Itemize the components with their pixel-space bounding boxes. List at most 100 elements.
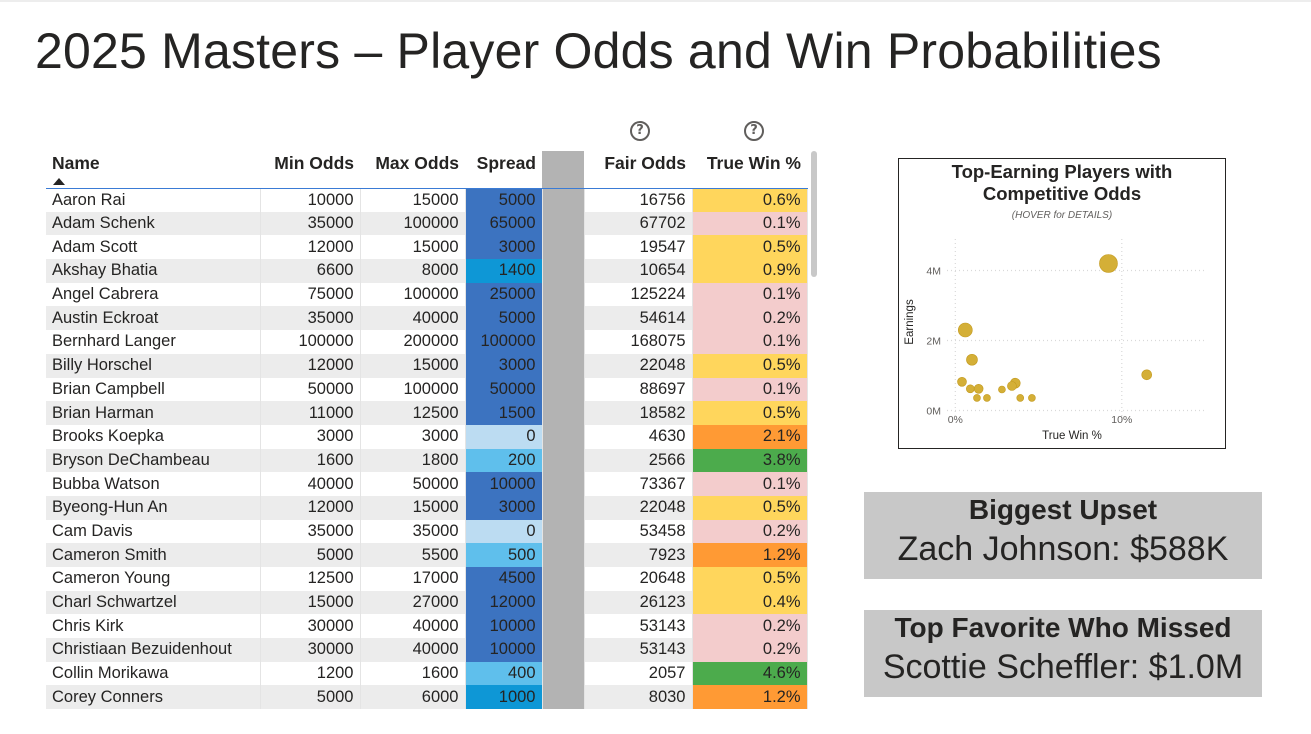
table-row[interactable]: Byeong-Hun An 12000 15000 3000 22048 0.5% [46, 495, 808, 520]
cell-fair-odds: 10654 [584, 259, 693, 283]
cell-true-win: 0.5% [692, 567, 808, 591]
cell-spread: 5000 [465, 306, 543, 331]
scatter-point[interactable] [957, 377, 967, 387]
top-favorite-missed-label: Top Favorite Who Missed [894, 612, 1232, 643]
table-row[interactable]: Adam Schenk 35000 100000 65000 67702 0.1% [46, 211, 808, 236]
cell-true-win: 0.5% [692, 495, 808, 520]
cell-fair-odds: 67702 [584, 211, 693, 236]
cell-fair-odds: 22048 [584, 495, 693, 520]
cell-max-odds: 15000 [360, 495, 466, 520]
cell-blank [542, 614, 585, 639]
table-row[interactable]: Charl Schwartzel 15000 27000 12000 26123 0.4% [46, 590, 808, 615]
table-row[interactable]: Angel Cabrera 75000 100000 25000 125224 0.1% [46, 282, 808, 307]
column-header-name[interactable]: Name [46, 151, 260, 189]
cell-min-odds: 12000 [260, 353, 361, 378]
odds-grid: Name Min Odds Max Odds Spread Fair Odds … [46, 151, 808, 710]
scatter-point[interactable] [1007, 381, 1017, 391]
cell-true-win: 0.1% [692, 330, 808, 354]
cell-blank [542, 472, 585, 496]
sort-ascending-icon [53, 178, 65, 185]
table-row[interactable]: Cam Davis 35000 35000 0 53458 0.2% [46, 519, 808, 544]
cell-min-odds: 30000 [260, 638, 361, 662]
table-row[interactable]: Christiaan Bezuidenhout 30000 40000 10000 53… [46, 638, 808, 662]
cell-spread: 500 [465, 543, 543, 567]
cell-blank [542, 590, 585, 615]
cell-spread: 65000 [465, 211, 543, 236]
scatter-point[interactable] [966, 353, 978, 366]
cell-blank [542, 448, 585, 473]
cell-spread: 400 [465, 661, 543, 686]
cell-true-win: 0.1% [692, 377, 808, 402]
cell-spread: 1400 [465, 259, 543, 283]
earnings-vs-win-scatter[interactable]: 0M 2M 4M 0% 10% True Win % Earnings [899, 159, 1225, 448]
table-row[interactable]: Bryson DeChambeau 1600 1800 200 2566 3.8% [46, 448, 808, 473]
cell-min-odds: 5000 [260, 685, 361, 710]
scatter-point[interactable] [983, 394, 991, 402]
cell-fair-odds: 73367 [584, 472, 693, 496]
column-header-true-win[interactable]: True Win % [692, 151, 807, 189]
cell-true-win: 4.6% [692, 661, 808, 686]
cell-name: Bryson DeChambeau [46, 448, 261, 473]
table-header-row: Name Min Odds Max Odds Spread Fair Odds … [46, 151, 807, 189]
table-row[interactable]: Corey Conners 5000 6000 1000 8030 1.2% [46, 685, 808, 710]
cell-blank [542, 259, 585, 283]
cell-true-win: 2.1% [692, 424, 808, 449]
scatter-point[interactable] [966, 384, 975, 394]
scatter-point[interactable] [973, 384, 984, 394]
table-row[interactable]: Billy Horschel 12000 15000 3000 22048 0.5% [46, 353, 808, 378]
cell-fair-odds: 22048 [584, 353, 693, 378]
column-header-spread[interactable]: Spread [465, 151, 542, 189]
table-row[interactable]: Bubba Watson 40000 50000 10000 73367 0.1% [46, 472, 808, 496]
scatter-point[interactable] [1028, 394, 1036, 402]
cell-name: Austin Eckroat [46, 306, 261, 331]
cell-name: Chris Kirk [46, 614, 261, 639]
cell-name: Bernhard Langer [46, 330, 261, 354]
scatter-point[interactable] [1141, 369, 1153, 381]
cell-min-odds: 12500 [260, 567, 361, 591]
scatter-title: Top-Earning Players with Competitive Odd… [899, 161, 1225, 205]
cell-name: Cameron Young [46, 567, 261, 591]
cell-fair-odds: 88697 [584, 377, 693, 402]
cell-name: Akshay Bhatia [46, 259, 261, 283]
cell-blank [542, 495, 585, 520]
table-row[interactable]: Brooks Koepka 3000 3000 0 4630 2.1% [46, 424, 808, 449]
table-row[interactable]: Austin Eckroat 35000 40000 5000 54614 0.2% [46, 306, 808, 331]
table-row[interactable]: Akshay Bhatia 6600 8000 1400 10654 0.9% [46, 259, 808, 283]
table-row[interactable]: Cameron Young 12500 17000 4500 20648 0.5% [46, 567, 808, 591]
odds-table: ? ? Name Min Odds Max Odds Spread Fair O… [46, 115, 821, 710]
table-row[interactable]: Brian Harman 11000 12500 1500 18582 0.5% [46, 401, 808, 425]
x-axis-title: True Win % [1042, 430, 1102, 442]
column-header-fair-odds[interactable]: Fair Odds [584, 151, 692, 189]
table-row[interactable]: Cameron Smith 5000 5500 500 7923 1.2% [46, 543, 808, 567]
table-row[interactable]: Adam Scott 12000 15000 3000 19547 0.5% [46, 235, 808, 260]
cell-min-odds: 11000 [260, 401, 361, 425]
cell-min-odds: 10000 [260, 188, 361, 212]
cell-name: Angel Cabrera [46, 282, 261, 307]
cell-blank [542, 306, 585, 331]
scatter-point[interactable] [1099, 254, 1118, 273]
cell-name: Aaron Rai [46, 188, 261, 212]
scatter-point[interactable] [958, 322, 973, 338]
scatter-point[interactable] [1016, 394, 1025, 402]
biggest-upset-value: Zach Johnson: $588K [897, 530, 1229, 568]
column-header-min-odds[interactable]: Min Odds [260, 151, 360, 189]
cell-spread: 3000 [465, 495, 543, 520]
cell-spread: 3000 [465, 235, 543, 260]
table-row[interactable]: Bernhard Langer 100000 200000 100000 168075 0… [46, 330, 808, 354]
cell-name: Bubba Watson [46, 472, 261, 496]
scatter-point[interactable] [998, 385, 1006, 394]
table-row[interactable]: Collin Morikawa 1200 1600 400 2057 4.6% [46, 661, 808, 686]
scatter-point[interactable] [973, 394, 981, 402]
table-row[interactable]: Brian Campbell 50000 100000 50000 88697 0.1% [46, 377, 808, 402]
cell-max-odds: 200000 [360, 330, 466, 354]
cell-true-win: 0.6% [692, 188, 808, 212]
fair-odds-help-icon[interactable]: ? [630, 121, 650, 141]
table-row[interactable]: Chris Kirk 30000 40000 10000 53143 0.2% [46, 614, 808, 639]
cell-fair-odds: 168075 [584, 330, 693, 354]
column-header-max-odds[interactable]: Max Odds [360, 151, 465, 189]
true-win-help-icon[interactable]: ? [744, 121, 764, 141]
cell-spread: 12000 [465, 590, 543, 615]
table-scrollbar[interactable] [811, 151, 817, 277]
cell-min-odds: 75000 [260, 282, 361, 307]
table-row[interactable]: Aaron Rai 10000 15000 5000 16756 0.6% [46, 188, 808, 212]
